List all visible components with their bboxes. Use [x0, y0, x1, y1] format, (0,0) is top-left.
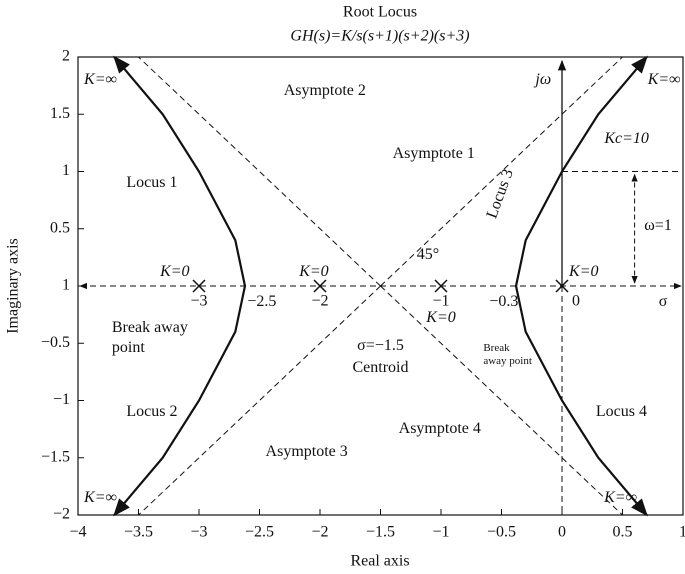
locus-label: Locus 4: [595, 402, 647, 420]
annotation: K=0: [299, 263, 329, 281]
x-tick-label: 0.5: [613, 524, 633, 541]
x-tick-label: −0.5: [487, 524, 516, 541]
annotation: σ: [658, 293, 668, 311]
annotation: −2.5: [247, 293, 277, 311]
annotation: K=∞: [647, 70, 681, 88]
annotation: K=∞: [84, 70, 117, 88]
annotation: Kc=10: [604, 130, 649, 148]
annotation: Break away point: [483, 341, 532, 367]
x-tick-label: 0: [558, 524, 566, 541]
y-tick-label: −1.5: [41, 448, 70, 465]
pole-label: −1: [432, 293, 449, 310]
annotation: 45°: [416, 246, 440, 264]
locus-label: Locus 2: [126, 402, 178, 420]
y-axis-label: Imaginary axis: [5, 238, 22, 334]
asymptote: [380, 285, 623, 516]
pole: [192, 279, 206, 293]
annotation: Centroid: [352, 359, 409, 377]
chart-title: Root Locus: [343, 4, 417, 21]
y-tick-label: 0.5: [50, 219, 70, 236]
annotation: −0.3: [489, 293, 519, 311]
y-tick-label: −0.5: [41, 334, 70, 351]
annotation: K=∞: [604, 488, 638, 506]
x-tick-label: −3: [190, 524, 207, 541]
locus: [514, 285, 648, 517]
x-tick-label: −2.5: [245, 524, 274, 541]
locus: [113, 55, 247, 287]
pole-label: 0: [572, 293, 580, 310]
pole-label: −2: [311, 293, 328, 310]
pole: [313, 279, 327, 293]
annotation: K=0: [426, 309, 456, 327]
x-tick-label: −1: [432, 524, 449, 541]
annotation: σ=−1.5: [357, 336, 404, 354]
asymptote-label: Asymptote 4: [398, 420, 481, 438]
y-tick-label: 2: [62, 48, 70, 65]
pole-label: −3: [190, 293, 207, 310]
y-tick-label: 1: [62, 162, 70, 179]
x-tick-label: −2: [311, 524, 328, 541]
asymptote: [138, 56, 381, 287]
asymptote: [138, 285, 381, 516]
y-tick-label: 1.5: [50, 105, 70, 122]
asymptote-label: Asymptote 1: [392, 145, 475, 163]
x-tick-label: −4: [69, 524, 86, 541]
pole: [555, 279, 569, 293]
x-tick-label: −1.5: [366, 524, 395, 541]
locus: [514, 55, 648, 287]
locus: [113, 285, 247, 517]
annotation: Break away point: [111, 318, 188, 356]
x-axis-label: Real axis: [350, 553, 409, 570]
chart-subtitle: GH(s)=K/s(s+1)(s+2)(s+3): [290, 28, 469, 45]
locus-label: Locus 1: [126, 173, 178, 191]
x-tick-label: −3.5: [124, 524, 153, 541]
annotation: K=0: [160, 263, 190, 281]
asymptote-label: Asymptote 2: [283, 82, 366, 100]
y-tick-label: −2: [53, 506, 70, 523]
annotation: K=∞: [84, 488, 117, 506]
annotation: ω=1: [644, 217, 672, 235]
pole: [434, 279, 448, 293]
asymptote: [380, 56, 623, 287]
annotation: K=0: [569, 263, 599, 281]
y-tick-label: 1: [62, 277, 70, 294]
y-tick-label: −1: [53, 391, 70, 408]
x-tick-label: 1: [679, 524, 685, 541]
annotation: jω: [535, 70, 552, 88]
asymptote-label: Asymptote 3: [265, 443, 348, 461]
